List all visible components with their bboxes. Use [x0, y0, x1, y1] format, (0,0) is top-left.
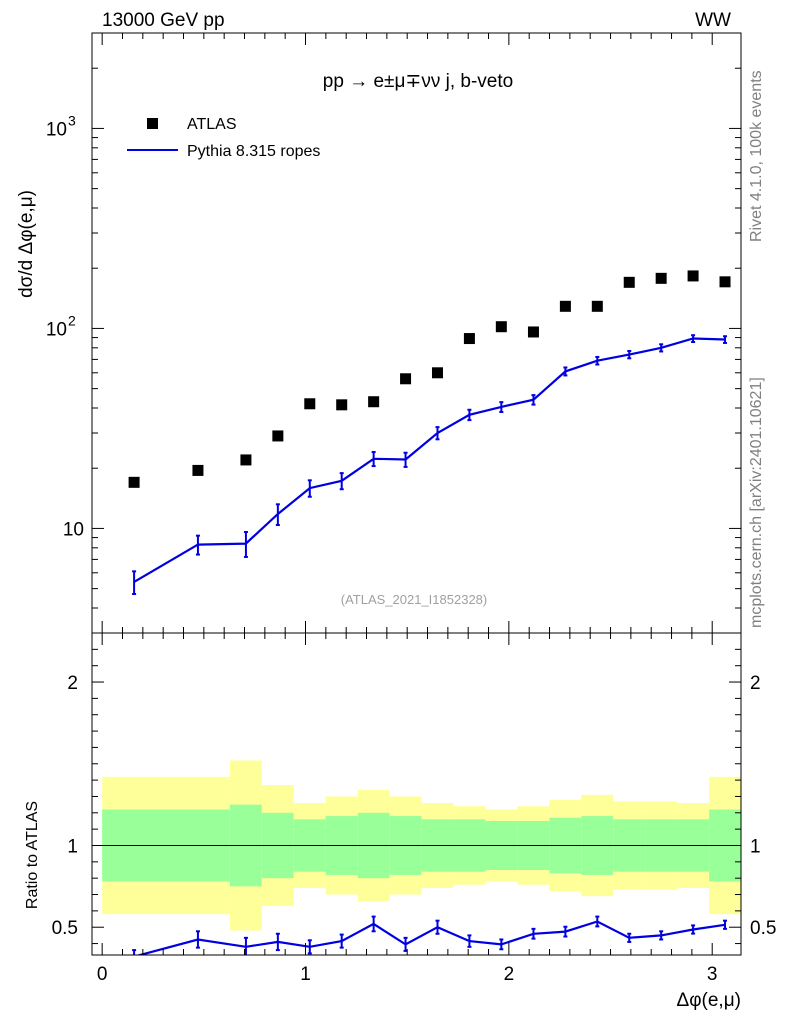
header-right: WW	[695, 10, 731, 31]
ratio-series-line	[135, 920, 726, 955]
atlas-data-point	[623, 276, 635, 288]
atlas-data-point	[719, 276, 731, 288]
atlas-data-point	[240, 454, 252, 466]
frames	[91, 32, 742, 956]
atlas-data-point	[304, 398, 316, 410]
y-tick-label: 10	[46, 119, 67, 140]
atlas-data-point	[272, 430, 284, 442]
atlas-data-point	[128, 476, 140, 488]
atlas-data-point	[192, 464, 204, 476]
atlas-data-point	[431, 367, 443, 379]
pythia-line	[133, 337, 726, 583]
x-axis-label: Δφ(e,μ)	[677, 990, 741, 1011]
main-series-group	[128, 270, 731, 596]
y-axis-label: dσ/d Δφ(e,μ)	[16, 190, 37, 298]
atlas-data-point	[400, 373, 412, 385]
y-tick-label: 10	[63, 519, 84, 540]
atlas-data-point	[527, 326, 539, 338]
atlas-data-point	[559, 300, 571, 312]
ratio-bands	[92, 760, 741, 931]
x-tick-label: 1	[300, 964, 311, 985]
y-tick-exponent: 3	[68, 112, 76, 128]
header-left: 13000 GeV pp	[102, 10, 225, 31]
atlas-data-point	[463, 333, 475, 345]
side-label-mcplots: mcplots.cern.ch [arXiv:2401.10621]	[748, 377, 765, 628]
y-tick-exponent: 2	[68, 312, 76, 328]
ratio-line-group	[132, 915, 728, 955]
ratio-y-tick-label: 2	[67, 673, 78, 694]
side-label-rivet: Rivet 4.1.0, 100k events	[748, 70, 765, 242]
legend-pythia-label: Pythia 8.315 ropes	[187, 143, 320, 160]
atlas-data-point	[655, 272, 667, 284]
legend: ATLAS Pythia 8.315 ropes	[127, 116, 320, 160]
watermark: (ATLAS_2021_I1852328)	[341, 592, 487, 607]
ratio-y-tick-label-right: 0.5	[750, 918, 776, 939]
atlas-data-point	[495, 321, 507, 333]
ratio-y-tick-label: 0.5	[52, 918, 78, 939]
x-tick-label: 2	[504, 964, 515, 985]
x-tick-label: 3	[707, 964, 718, 985]
legend-atlas-marker	[147, 118, 158, 129]
ratio-y-tick-label-right: 1	[750, 836, 761, 857]
atlas-data-point	[687, 270, 699, 282]
ratio-y-tick-label: 1	[67, 836, 78, 857]
ratio-y-axis-label: Ratio to ATLAS	[24, 801, 41, 909]
atlas-data-point	[336, 399, 348, 411]
x-tick-label: 0	[97, 964, 108, 985]
atlas-data-point	[368, 396, 380, 408]
y-tick-label: 10	[46, 319, 67, 340]
ratio-frame	[91, 632, 742, 956]
atlas-data-point	[591, 300, 603, 312]
legend-atlas-label: ATLAS	[187, 116, 237, 133]
ratio-y-tick-label-right: 2	[750, 673, 761, 694]
chart-title: pp → e±μ∓νν j, b-veto	[323, 71, 513, 92]
